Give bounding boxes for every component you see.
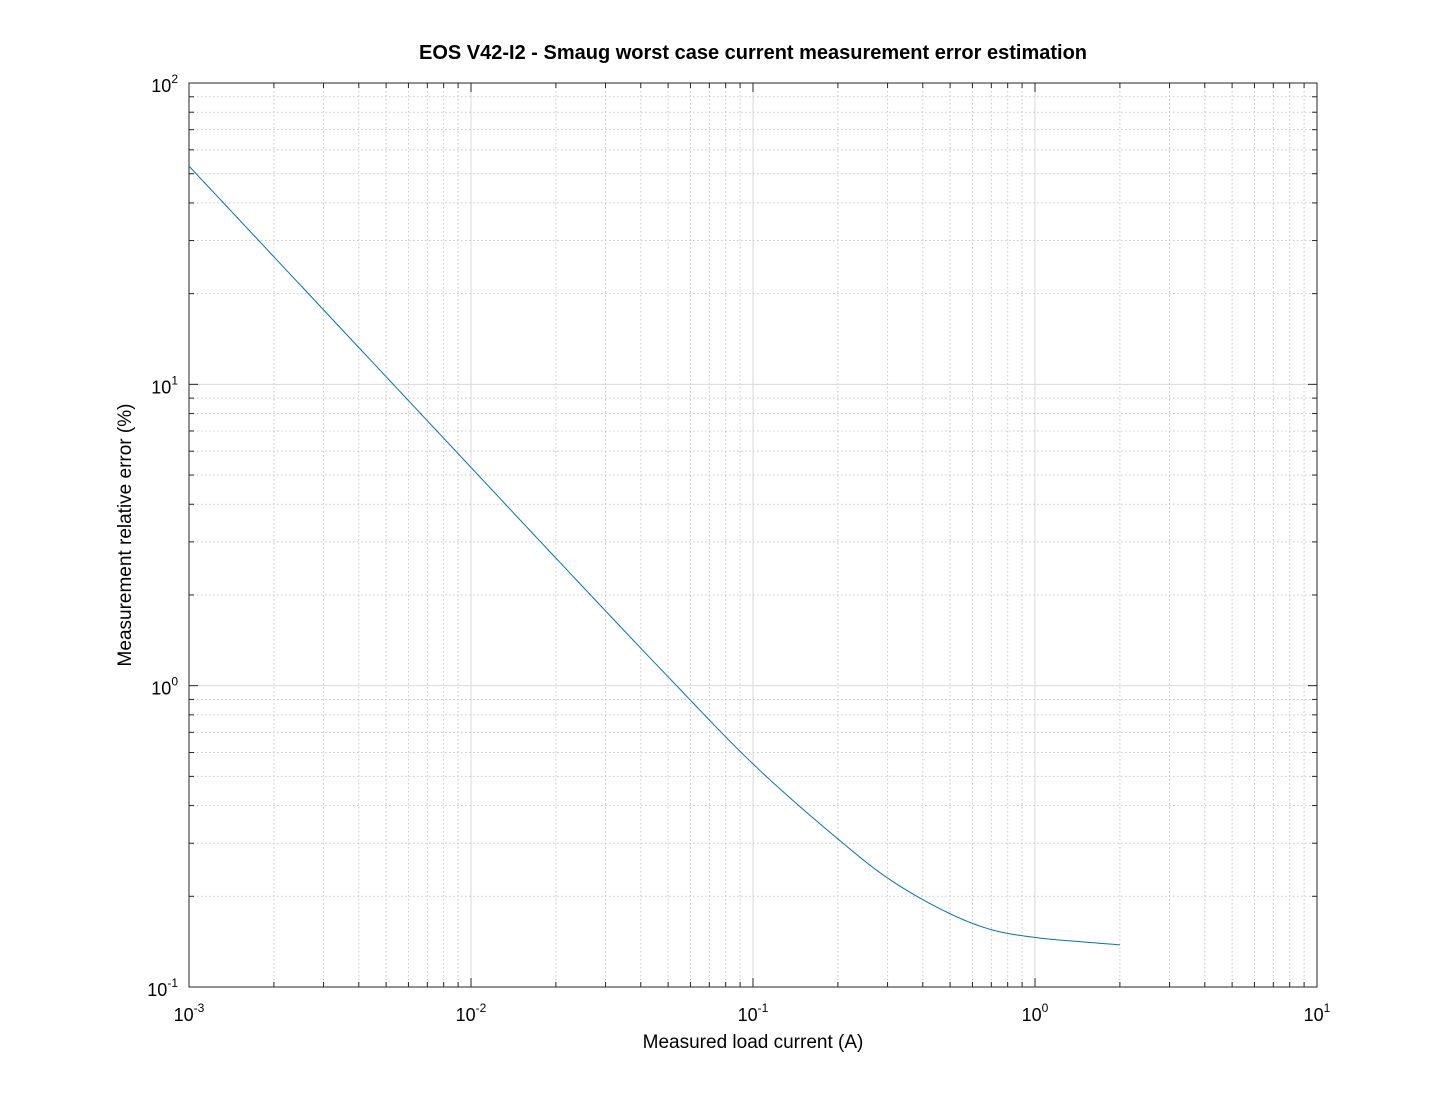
x-tick-label: 100: [1022, 1001, 1049, 1025]
x-tick-label: 10-3: [174, 1001, 205, 1025]
series-line: [188, 165, 1120, 946]
x-tick-label: 10-2: [456, 1001, 487, 1025]
y-tick-label: 100: [151, 675, 178, 699]
x-tick-labels: 10-3 10-2 10-1 100 101: [174, 1001, 1331, 1025]
series-layer: [188, 165, 1120, 946]
x-tick-label: 10-1: [738, 1001, 769, 1025]
x-tick-label: 101: [1304, 1001, 1331, 1025]
axis-ticks: [188, 82, 1318, 988]
y-tick-label: 101: [151, 373, 178, 397]
y-tick-label: 10-1: [147, 976, 178, 1000]
y-tick-label: 102: [151, 72, 178, 96]
major-grid: [189, 83, 1317, 987]
y-tick-labels: 10-1 100 101 102: [147, 72, 178, 1000]
y-axis-label: Measurement relative error (%): [115, 404, 136, 667]
x-axis-label: Measured load current (A): [643, 1032, 864, 1053]
chart-title: EOS V42-I2 - Smaug worst case current me…: [419, 42, 1087, 64]
